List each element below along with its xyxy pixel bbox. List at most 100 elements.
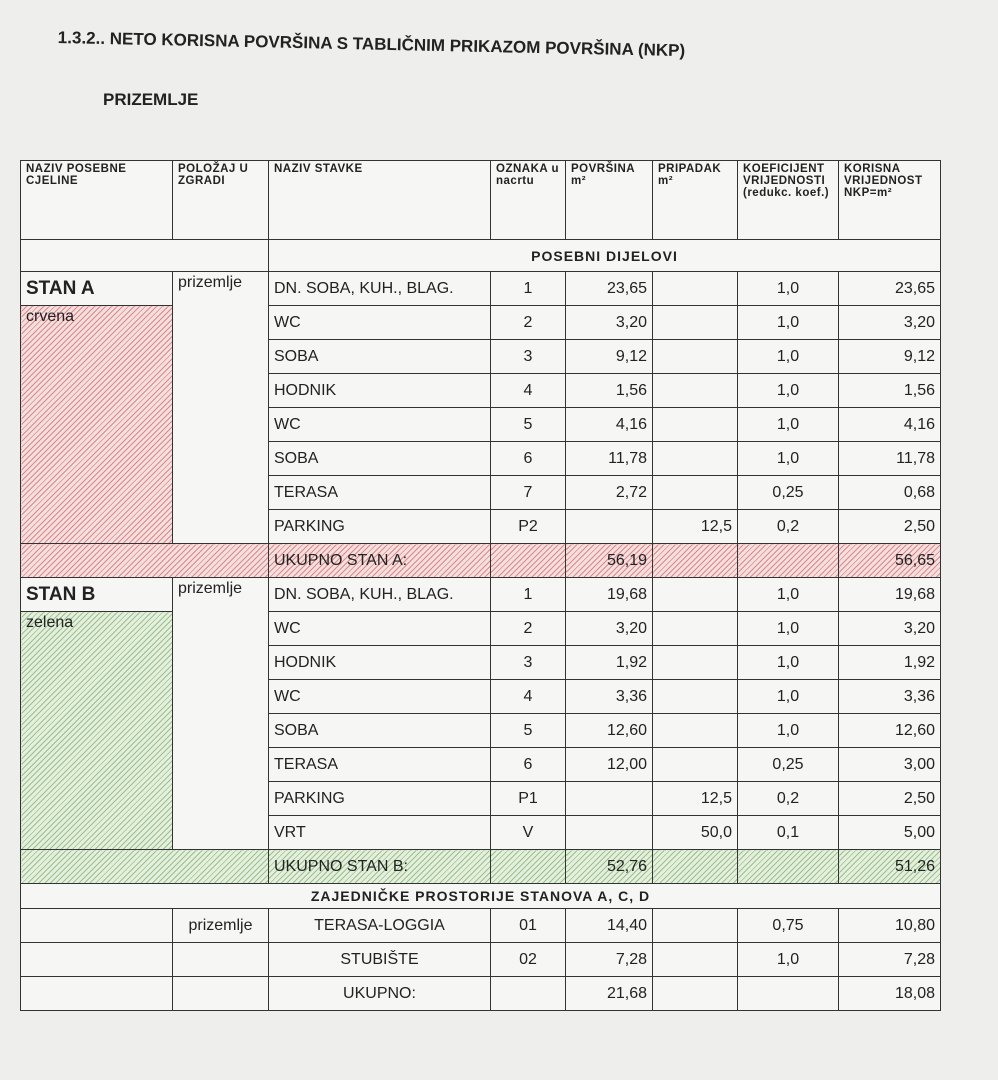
column-header: KOEFICIJENT VRIJEDNOSTI (redukc. koef.) xyxy=(737,160,839,240)
area: 3,20 xyxy=(565,305,653,340)
nkp: 7,28 xyxy=(838,942,941,977)
column-header: NAZIV STAVKE xyxy=(268,160,491,240)
coefficient: 0,25 xyxy=(737,747,839,782)
mark: 7 xyxy=(490,475,566,510)
mark: 2 xyxy=(490,611,566,646)
total-label: UKUPNO: xyxy=(268,976,491,1011)
share: 12,5 xyxy=(652,509,738,544)
area xyxy=(565,781,653,816)
nkp: 9,12 xyxy=(838,339,941,374)
total-label: UKUPNO STAN B: xyxy=(268,849,491,884)
nkp: 11,78 xyxy=(838,441,941,476)
coefficient: 1,0 xyxy=(737,339,839,374)
share: 50,0 xyxy=(652,815,738,850)
nkp: 2,50 xyxy=(838,509,941,544)
nkp: 0,68 xyxy=(838,475,941,510)
nkp: 5,00 xyxy=(838,815,941,850)
coefficient: 1,0 xyxy=(737,305,839,340)
coefficient: 1,0 xyxy=(737,271,839,306)
area: 7,28 xyxy=(565,942,653,977)
nkp: 1,92 xyxy=(838,645,941,680)
mark: V xyxy=(490,815,566,850)
column-header: OZNAKA u nacrtu xyxy=(490,160,566,240)
position: prizemlje xyxy=(172,577,269,850)
total-area: 21,68 xyxy=(565,976,653,1011)
item-name: HODNIK xyxy=(268,373,491,408)
cell xyxy=(652,976,738,1011)
cell xyxy=(737,976,839,1011)
mark: 4 xyxy=(490,679,566,714)
table-row: STUBIŠTE 02 7,28 1,0 7,28 xyxy=(20,942,941,977)
area: 11,78 xyxy=(565,441,653,476)
total-nkp: 51,26 xyxy=(838,849,941,884)
cell xyxy=(20,908,173,943)
mark: 6 xyxy=(490,441,566,476)
share xyxy=(652,645,738,680)
mark: 6 xyxy=(490,747,566,782)
item-name: PARKING xyxy=(268,781,491,816)
nkp: 3,36 xyxy=(838,679,941,714)
column-header: PRIPADAK m² xyxy=(652,160,738,240)
area: 19,68 xyxy=(565,577,653,612)
cell xyxy=(20,543,269,578)
item-name: WC xyxy=(268,407,491,442)
coefficient: 1,0 xyxy=(737,611,839,646)
table-row: UKUPNO STAN A: 56,19 56,65 xyxy=(20,543,941,578)
table-row: WC 4 3,36 1,0 3,36 xyxy=(21,679,941,714)
coefficient: 1,0 xyxy=(737,713,839,748)
cell xyxy=(172,942,269,977)
table-row: UKUPNO STAN B: 52,76 51,26 xyxy=(20,849,941,884)
item-name: STUBIŠTE xyxy=(268,942,491,977)
table-row: NAZIV POSEBNE CJELINE POLOŽAJ U ZGRADI NAZ… xyxy=(20,160,941,240)
mark: 1 xyxy=(490,271,566,306)
coefficient: 1,0 xyxy=(737,407,839,442)
share xyxy=(652,373,738,408)
area: 4,16 xyxy=(565,407,653,442)
share xyxy=(652,942,738,977)
column-header: NAZIV POSEBNE CJELINE xyxy=(20,160,173,240)
area: 1,56 xyxy=(565,373,653,408)
table-row: HODNIK 3 1,92 1,0 1,92 xyxy=(21,645,941,680)
cell xyxy=(737,849,839,884)
nkp: 23,65 xyxy=(838,271,941,306)
share xyxy=(652,611,738,646)
unit-name: STAN A xyxy=(20,271,173,306)
coefficient: 0,1 xyxy=(737,815,839,850)
nkp: 10,80 xyxy=(838,908,941,943)
common-title: ZAJEDNIČKE PROSTORIJE STANOVA A, C, D xyxy=(20,883,941,909)
coefficient: 1,0 xyxy=(737,441,839,476)
coefficient: 0,75 xyxy=(737,908,839,943)
position: prizemlje xyxy=(172,908,269,943)
column-header: POLOŽAJ U ZGRADI xyxy=(172,160,269,240)
table-row: VRT V 50,0 0,1 5,00 xyxy=(21,815,941,850)
mark: 01 xyxy=(490,908,566,943)
share xyxy=(652,747,738,782)
share xyxy=(652,475,738,510)
area-table: NAZIV POSEBNE CJELINE POLOŽAJ U ZGRADI NAZ… xyxy=(20,160,941,1011)
share: 12,5 xyxy=(652,781,738,816)
total-nkp: 56,65 xyxy=(838,543,941,578)
heading: 1.3.2.. NETO KORISNA POVRŠINA S TABLIČNI… xyxy=(57,28,686,61)
table-row: prizemlje TERASA-LOGGIA 01 14,40 0,75 10,80 xyxy=(20,908,941,943)
position: prizemlje xyxy=(172,271,269,544)
share xyxy=(652,577,738,612)
area: 3,36 xyxy=(565,679,653,714)
share xyxy=(652,713,738,748)
table-row: ZAJEDNIČKE PROSTORIJE STANOVA A, C, D xyxy=(20,883,941,909)
coefficient: 1,0 xyxy=(737,645,839,680)
group-title: POSEBNI DIJELOVI xyxy=(268,239,941,272)
nkp: 19,68 xyxy=(838,577,941,612)
cell xyxy=(20,976,173,1011)
item-name: TERASA-LOGGIA xyxy=(268,908,491,943)
area: 1,92 xyxy=(565,645,653,680)
nkp: 4,16 xyxy=(838,407,941,442)
cell xyxy=(20,942,173,977)
nkp: 12,60 xyxy=(838,713,941,748)
unit-color: zelena xyxy=(20,611,173,850)
cell xyxy=(652,543,738,578)
share xyxy=(652,305,738,340)
item-name: PARKING xyxy=(268,509,491,544)
area: 3,20 xyxy=(565,611,653,646)
